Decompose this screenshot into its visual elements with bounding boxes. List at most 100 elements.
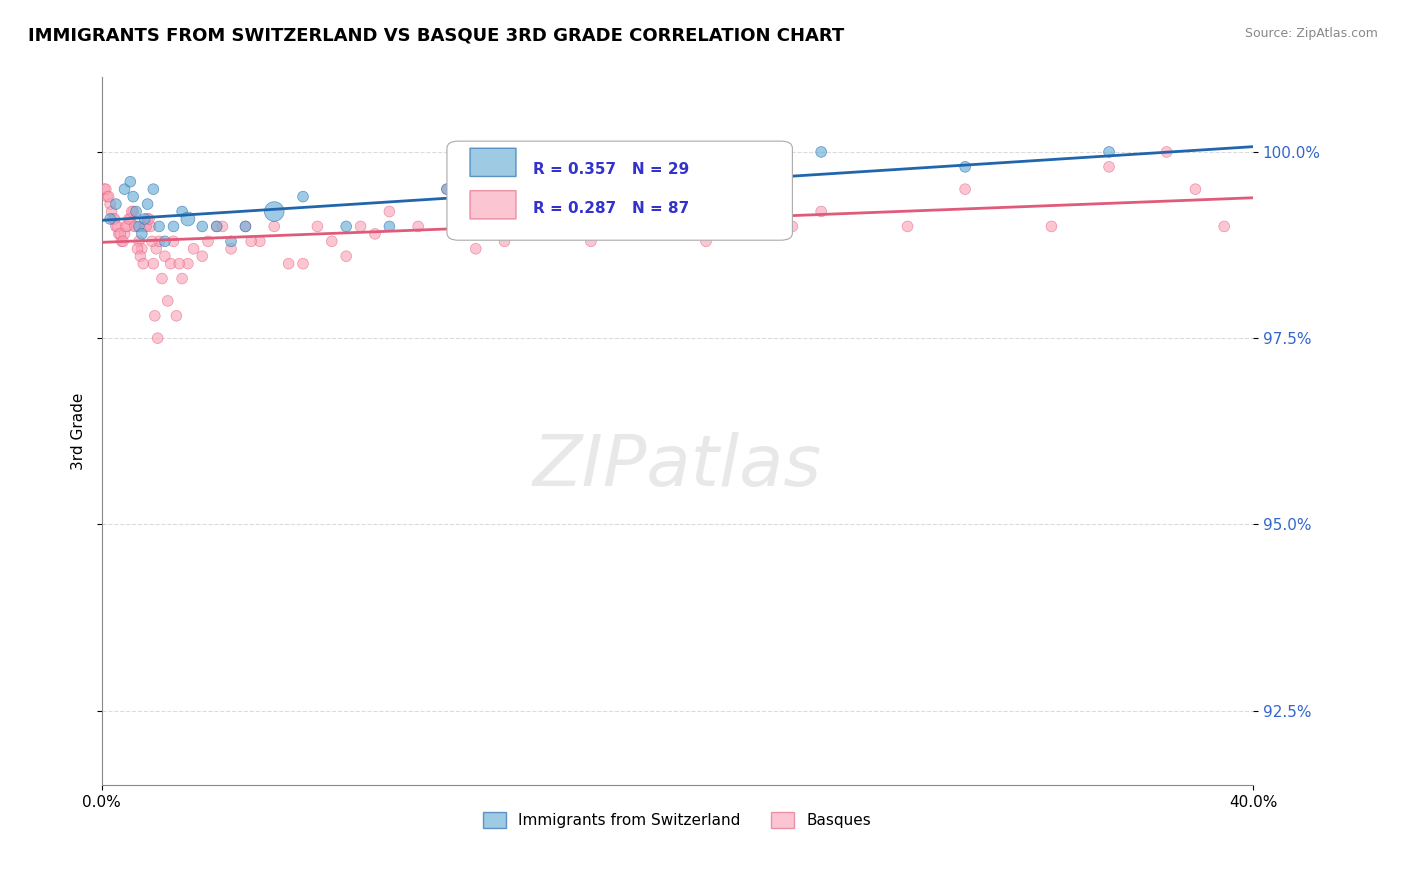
Point [124, 219, 146, 234]
Text: IMMIGRANTS FROM SWITZERLAND VS BASQUE 3RD GRADE CORRELATION CHART: IMMIGRANTS FROM SWITZERLAND VS BASQUE 3R… [28, 27, 845, 45]
Text: ZIPatlas: ZIPatlas [533, 432, 821, 501]
Point [114, 182, 136, 196]
Point [1040, 219, 1063, 234]
Point [183, 242, 205, 256]
Point [219, 242, 242, 256]
Point [165, 309, 187, 323]
Point [132, 257, 155, 271]
Point [150, 271, 173, 285]
Point [896, 219, 918, 234]
Point [142, 182, 165, 196]
Point [191, 219, 214, 234]
Point [100, 204, 122, 219]
Point [101, 211, 124, 226]
Point [121, 204, 143, 219]
Point [162, 219, 184, 234]
Point [153, 249, 176, 263]
Point [172, 204, 194, 219]
Point [138, 211, 160, 226]
Point [464, 242, 486, 256]
Point [162, 235, 184, 249]
Point [579, 235, 602, 249]
Point [125, 204, 148, 219]
Point [263, 219, 285, 234]
Point [128, 219, 150, 234]
Point [172, 271, 194, 285]
Point [125, 219, 148, 234]
Point [953, 160, 976, 174]
Point [122, 189, 145, 203]
Point [551, 227, 574, 241]
Point [249, 235, 271, 249]
Point [97, 189, 120, 203]
FancyBboxPatch shape [447, 141, 793, 240]
Point [335, 249, 357, 263]
Point [1098, 160, 1121, 174]
Point [219, 235, 242, 249]
Point [110, 227, 132, 241]
Point [364, 227, 387, 241]
Point [120, 211, 142, 226]
Point [105, 219, 128, 234]
Point [321, 235, 343, 249]
FancyBboxPatch shape [470, 191, 516, 219]
Point [114, 227, 136, 241]
Point [277, 257, 299, 271]
Point [177, 211, 200, 226]
Point [146, 331, 169, 345]
Point [436, 182, 458, 196]
Point [494, 235, 516, 249]
Point [522, 219, 544, 234]
Point [292, 257, 315, 271]
Point [134, 211, 156, 226]
Point [197, 235, 219, 249]
Point [666, 211, 689, 226]
Point [129, 249, 152, 263]
Point [211, 219, 233, 234]
Point [136, 211, 159, 226]
Point [141, 235, 163, 249]
Point [131, 242, 153, 256]
Point [107, 227, 129, 241]
Point [205, 219, 228, 234]
Point [131, 227, 153, 241]
Point [122, 204, 145, 219]
Text: R = 0.357   N = 29: R = 0.357 N = 29 [533, 162, 689, 178]
Point [235, 219, 257, 234]
Point [810, 145, 832, 159]
Point [118, 211, 141, 226]
Point [609, 219, 631, 234]
Point [436, 182, 458, 196]
Point [98, 211, 121, 226]
Point [98, 197, 121, 211]
Point [1184, 182, 1206, 196]
Point [782, 219, 804, 234]
Point [666, 182, 689, 196]
Point [104, 197, 127, 211]
Point [240, 235, 263, 249]
Point [135, 219, 157, 234]
Point [148, 219, 170, 234]
Point [292, 189, 315, 203]
Point [810, 204, 832, 219]
Point [111, 235, 134, 249]
Point [112, 235, 135, 249]
Point [153, 235, 176, 249]
Point [378, 204, 401, 219]
Point [128, 235, 150, 249]
Point [167, 257, 190, 271]
Point [953, 182, 976, 196]
Point [127, 242, 149, 256]
Point [378, 219, 401, 234]
Point [142, 257, 165, 271]
Point [148, 235, 170, 249]
Point [136, 197, 159, 211]
Point [115, 219, 138, 234]
Point [96, 189, 118, 203]
Point [103, 211, 125, 226]
Point [406, 219, 429, 234]
Point [235, 219, 257, 234]
Point [139, 219, 162, 234]
FancyBboxPatch shape [470, 148, 516, 177]
Point [156, 293, 179, 308]
